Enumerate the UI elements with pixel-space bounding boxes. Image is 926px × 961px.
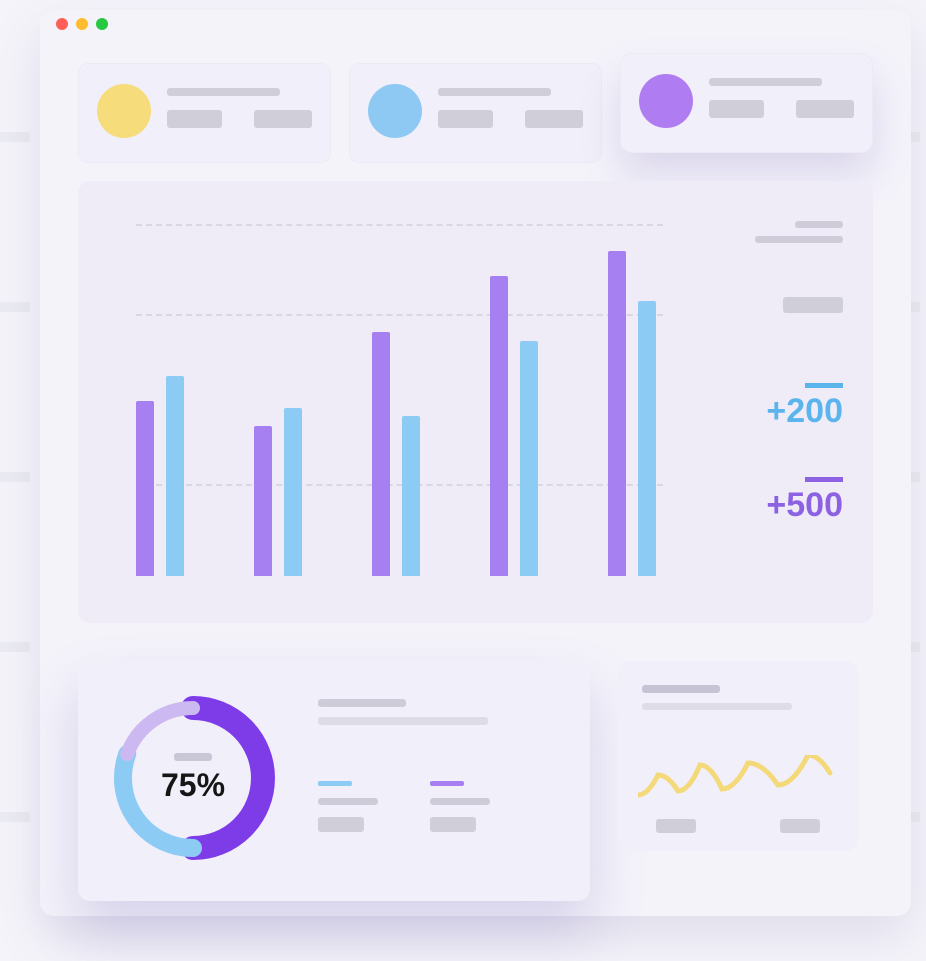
bar-group xyxy=(608,251,656,576)
donut-card[interactable]: 75% xyxy=(78,661,590,901)
donut-percent: 75% xyxy=(161,767,225,804)
stat-card[interactable] xyxy=(349,63,602,163)
bar-group xyxy=(136,376,184,576)
bar-purple xyxy=(136,401,154,576)
stat-avatar-icon xyxy=(368,84,422,138)
stat-card[interactable] xyxy=(78,63,331,163)
minimize-icon[interactable] xyxy=(76,18,88,30)
bar-blue xyxy=(638,301,656,576)
sparkline-value xyxy=(656,819,696,833)
stat-card[interactable] xyxy=(620,53,873,153)
bar-blue xyxy=(166,376,184,576)
stat-avatar-icon xyxy=(639,74,693,128)
sparkline-card[interactable] xyxy=(618,661,858,851)
donut-card-text xyxy=(318,687,560,875)
bar-group xyxy=(372,332,420,576)
bar-purple xyxy=(372,332,390,576)
bar-purple xyxy=(254,426,272,576)
bar-blue xyxy=(402,416,420,576)
donut-label xyxy=(174,753,212,761)
sparkline-subtitle xyxy=(642,703,792,710)
sparkline-value xyxy=(780,819,820,833)
chart-stat-value: +500 xyxy=(766,477,843,525)
donut-chart: 75% xyxy=(108,693,278,863)
window-controls xyxy=(40,10,911,38)
bar-blue xyxy=(520,341,538,576)
close-icon[interactable] xyxy=(56,18,68,30)
bar-group xyxy=(254,408,302,576)
bar-chart-sidebar: +200 +500 xyxy=(713,221,843,583)
stat-avatar-icon xyxy=(97,84,151,138)
bar-chart-panel: +200 +500 xyxy=(78,181,873,623)
chart-stat-value: +200 xyxy=(766,383,843,431)
sparkline-chart xyxy=(638,755,838,805)
legend-item xyxy=(318,781,378,832)
stat-card-text xyxy=(709,74,854,118)
bar-blue xyxy=(284,408,302,576)
bar-purple xyxy=(490,276,508,576)
stat-card-text xyxy=(167,84,312,128)
bar-purple xyxy=(608,251,626,576)
maximize-icon[interactable] xyxy=(96,18,108,30)
stat-card-row xyxy=(78,63,873,163)
sparkline-title xyxy=(642,685,720,693)
stat-card-text xyxy=(438,84,583,128)
bar-group xyxy=(490,276,538,576)
legend-item xyxy=(430,781,490,832)
